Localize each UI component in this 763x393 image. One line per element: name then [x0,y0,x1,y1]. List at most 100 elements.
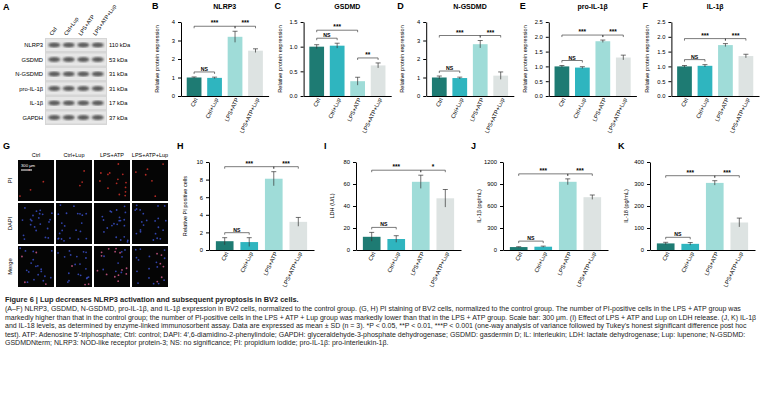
y-tick-label: 0.5 [290,69,298,75]
error-bar-stem [224,238,225,245]
y-tick-label: 2.5 [535,19,543,25]
x-tick-label: LPS+ATP+Lup [281,251,303,288]
blot-strip [46,112,106,124]
cell-dot [40,268,42,270]
cell-dot [119,216,121,218]
x-tick: LPS+ATP+Lup [281,250,303,288]
y-tick-mark [668,81,671,82]
y-axis-title: LDH (U/L) [329,193,335,218]
y-tick-label: 2 [200,230,203,236]
y-axis-title: Relative PI positive cells [182,176,188,237]
cell-dot [109,210,111,212]
y-tick-mark [353,250,356,251]
blot-band [63,115,75,120]
panel-letter: G [3,141,10,151]
cell-dot [103,255,105,257]
y-tick-label: 900 [487,181,497,187]
y-tick-mark [546,37,549,38]
y-tick-label: 300 [634,181,644,187]
cell-dot [117,262,119,264]
chart-title: NLRP3 [213,3,236,10]
x-tick: LPS+ATP+Lup [239,96,261,134]
error-bar [233,31,238,42]
blot-band [63,72,75,77]
error-bar [743,54,748,58]
cell-dot [39,209,41,211]
significance-bracket: *** [603,28,623,37]
blot-band [92,115,104,120]
error-bar-cap [253,48,258,49]
y-tick-label: 2 [417,56,420,62]
y-tick-mark [301,47,304,48]
error-bar [559,66,564,68]
significance-bracket: *** [225,160,274,169]
y-tick: 1.5 [290,19,304,25]
cell-dot [109,172,111,174]
cell-dot [115,270,117,272]
y-tick: 2.0 [657,34,671,40]
y-axis-title: Relative protein expression [644,25,650,92]
y-tick-label: 2.0 [657,34,665,40]
bar [371,65,386,96]
bar [677,66,692,96]
significance-bracket: ** [358,51,378,60]
caption-text: (A–F) NLRP3, GSDMD, N-GSDMD, pro-IL-1β, … [5,305,756,346]
cell-dot [19,195,21,197]
blot-band [48,72,60,77]
x-axis: CtrlCtrl+LupLPS+ATPLPS+ATP+Lup [182,96,270,134]
bracket-line [225,167,274,169]
y-tick-mark [647,206,650,207]
x-tick-label: LPS+ATP+Lup [239,97,261,134]
cell-dot [85,213,87,215]
cell-dot [113,223,115,225]
cell-dot [64,225,66,227]
error-bar-stem [298,217,299,226]
chart-title: IL-1β [707,3,724,11]
error-bar-cap [590,195,595,196]
error-bar [443,190,448,208]
bracket-line [562,61,582,63]
y-tick-label: 10 [197,159,203,165]
error-bar-cap [600,40,605,41]
cell-dot [162,229,164,231]
cell-dot [42,280,44,282]
x-tick: LPS+ATP [409,250,425,276]
error-bar-cap [478,40,483,41]
bracket-line [480,36,500,38]
x-tick-label: Ctrl [557,97,566,108]
error-bar [541,246,546,247]
cell-dot [69,250,71,252]
size-label: 31 kDa [109,71,128,77]
cell-dot [122,173,124,175]
y-tick: 0.5 [290,69,304,75]
y-axis-title: Relative protein expression [277,25,283,92]
cell-dot [161,254,163,256]
bar [706,183,724,250]
error-bar-cap [565,178,570,179]
bracket-line [317,38,337,40]
x-tick: LPS+ATP [469,96,485,122]
y-tick-mark [301,71,304,72]
y-tick-label: 2.5 [657,19,665,25]
error-bar [600,40,605,42]
x-tick: Ctrl+Lup [386,250,401,273]
cell-dot [162,163,164,165]
size-label: 31 kDa [109,86,128,92]
y-axis: 0.00.51.01.52.02.5 [535,19,550,99]
cell-dot [125,273,127,275]
cell-dot [36,210,38,212]
cell-dot [32,250,34,252]
blot-band [63,43,75,48]
cell-dot [119,252,121,254]
cell-dot [86,277,88,279]
cell-dot [101,251,103,253]
cell-dot [100,172,102,174]
error-bar-cap [212,77,217,78]
bracket-line [421,170,446,172]
error-bar-cap [663,242,668,243]
y-tick: 1.5 [535,49,549,55]
bar-chart: Epro-IL-1β0.00.51.01.52.02.5Relative pro… [520,1,637,134]
micrograph [94,246,130,287]
y-tick-mark [423,78,426,79]
error-bar-cap [712,180,717,181]
